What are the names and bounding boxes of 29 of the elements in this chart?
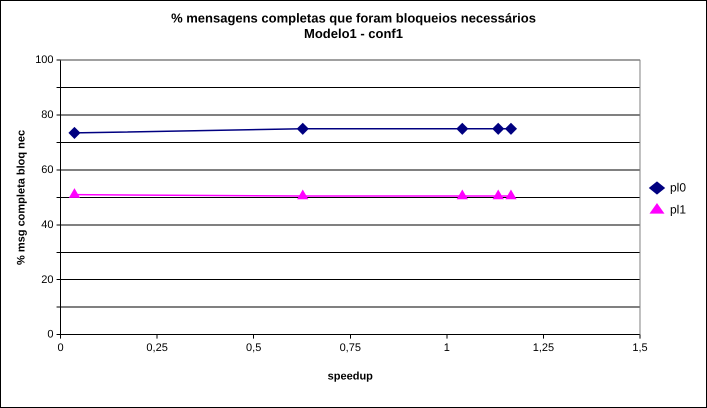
point (69, 188, 80, 198)
point (68, 127, 80, 139)
point (457, 190, 468, 200)
legend-label: pl1 (670, 202, 686, 216)
x-tick-label: 0 (57, 342, 64, 354)
point (506, 190, 516, 200)
x-tick-label: 0,75 (340, 342, 361, 354)
y-tick-label: 20 (41, 274, 54, 286)
y-tick-label: 100 (35, 54, 54, 66)
x-tick-label: 0,25 (146, 342, 168, 354)
y-tick-label: 0 (47, 328, 54, 341)
text: Modelo1 - conf1 (304, 26, 403, 41)
y-tick-label: 40 (41, 218, 54, 231)
point (492, 123, 504, 135)
point (297, 123, 309, 135)
point (456, 123, 468, 135)
point (298, 190, 308, 200)
x-tick-label: 0,5 (246, 342, 262, 354)
point (505, 123, 517, 135)
x-tick-label: 1 (444, 342, 450, 354)
y-tick-label: 80 (41, 109, 54, 122)
x-axis-title: speedup (328, 370, 374, 382)
y-axis-title: % msg completa bloq nec (16, 130, 28, 265)
x-tick-label: 1,25 (532, 342, 554, 354)
x-tick-label: 1,5 (632, 342, 648, 354)
y-tick-label: 60 (41, 164, 54, 176)
legend-label: pl0 (670, 180, 686, 194)
text: % mensagens completas que foram bloqueios necessários (171, 10, 536, 26)
point (493, 190, 504, 200)
